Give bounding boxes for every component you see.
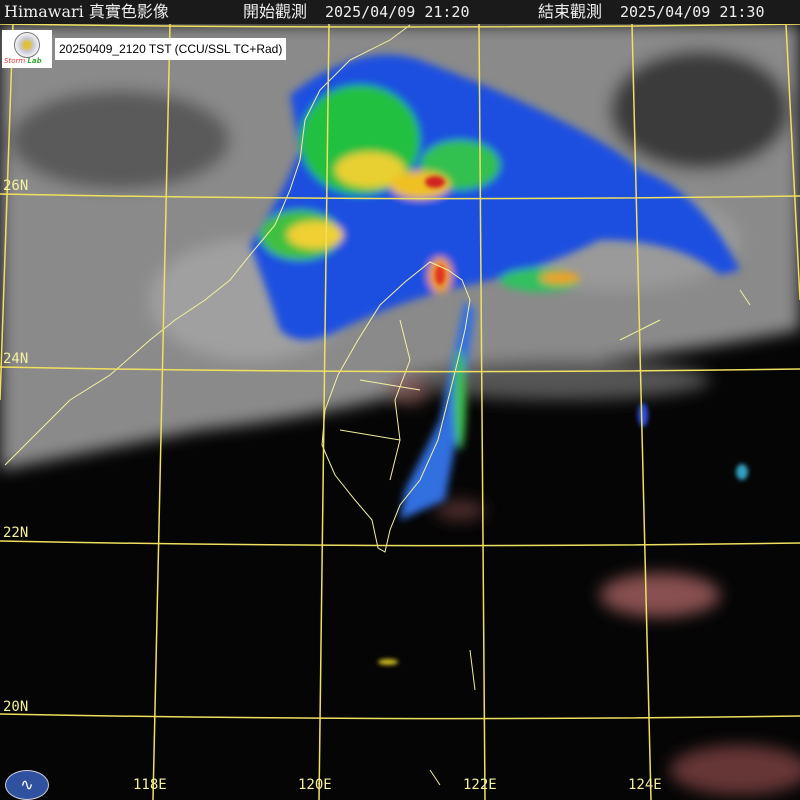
grid-line-20n: [0, 713, 800, 720]
stamp-text: 20250409_2120 TST (CCU/SSL TC+Rad): [55, 38, 287, 60]
lat-label-26n: 26N: [3, 178, 29, 194]
taiwan-outline: [321, 261, 471, 553]
lon-label-124e: 124E: [628, 777, 662, 793]
cwa-logo-icon: ∿: [5, 770, 49, 800]
grid-line-118e: [152, 23, 171, 800]
end-time: 2025/04/09 21:30: [620, 3, 765, 21]
lon-label-122e: 122E: [463, 777, 497, 793]
pink-low-cloud: [390, 375, 800, 795]
lat-label-22n: 22N: [3, 525, 29, 541]
ssl-logo-icon: Storm Lab: [2, 30, 52, 68]
lon-label-120e: 120E: [298, 777, 332, 793]
start-label: 開始觀測: [243, 2, 308, 21]
grid-line-122e: [478, 23, 486, 800]
radar-core: [378, 176, 748, 665]
grid-line-26n: [0, 193, 800, 200]
grid-line-124e: [631, 23, 652, 800]
lat-label-24n: 24N: [3, 351, 29, 367]
grid-line-22n: [0, 540, 800, 547]
lat-lon-grid: [0, 23, 800, 800]
lon-label-118e: 118E: [133, 777, 167, 793]
product-title: Himawari 真實色影像: [4, 2, 169, 21]
china-coast: [4, 24, 411, 466]
title-bar: Himawari 真實色影像 開始觀測 2025/04/09 21:20 結束觀…: [0, 0, 800, 24]
timestamp-stamp: Storm Lab 20250409_2120 TST (CCU/SSL TC+…: [2, 30, 287, 68]
start-time: 2025/04/09 21:20: [325, 3, 470, 21]
end-label: 結束觀測: [538, 2, 603, 21]
grid-line-24n: [0, 366, 800, 373]
lat-label-20n: 20N: [3, 699, 29, 715]
grid-line-120e: [318, 23, 330, 800]
